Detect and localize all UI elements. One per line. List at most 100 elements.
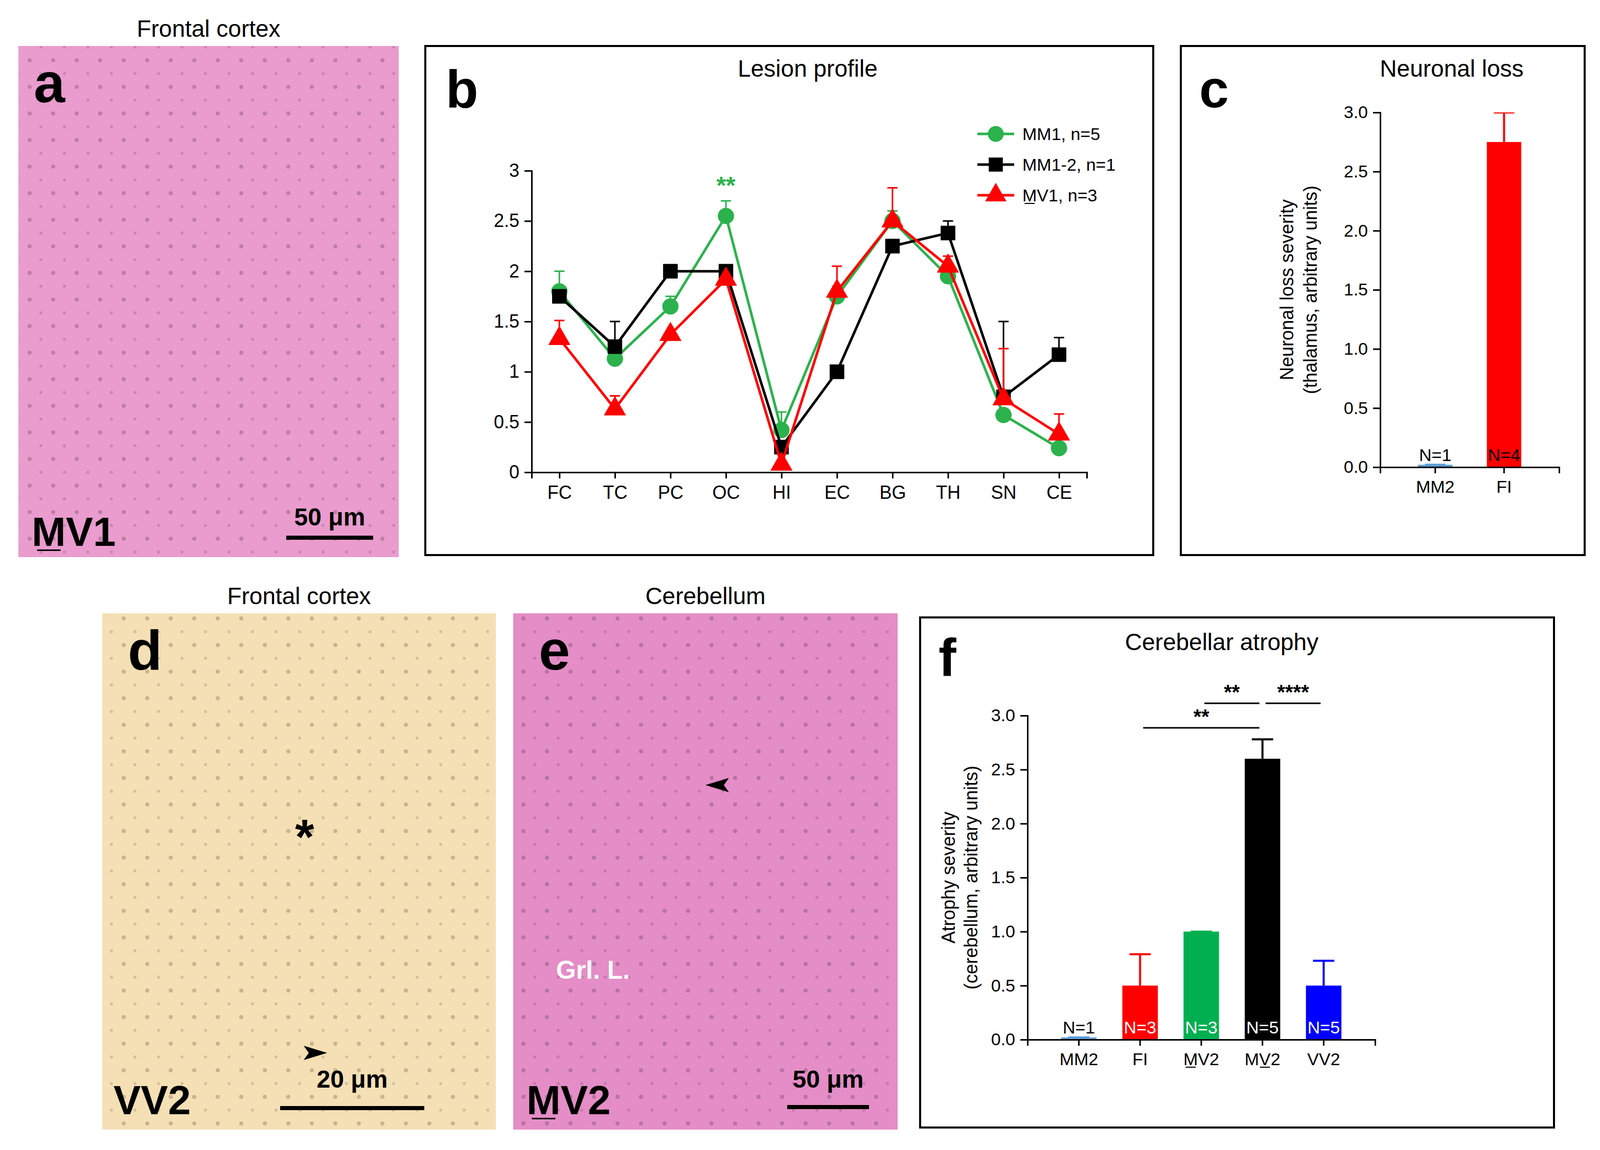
tick: PC [657,472,684,504]
photo [18,46,399,558]
tick: 2.5 [493,210,532,232]
chart-title: Cerebellar atrophy [1125,628,1319,656]
error-bar [1493,112,1515,143]
tick-label: OC [712,482,741,504]
error-cap [720,200,731,202]
tick-mark [614,472,616,479]
tick-label: FC [547,482,573,504]
panel-letter: c [1199,59,1229,119]
legend-label: MM1-2, n=1 [1022,154,1116,175]
tick: 2.0 [991,813,1028,834]
series-line [559,216,1059,449]
tick-mark [836,472,838,479]
error-bar [1425,464,1446,466]
tick-label: 3.0 [991,705,1016,725]
tick-mark [947,472,950,479]
tick-mark [781,472,783,479]
tick-mark [1020,877,1028,879]
tick: 0.5 [493,411,532,433]
tick-mark [1373,171,1381,173]
scale-bar-label: 20 μm [316,1065,388,1093]
tick: MV̲2 [1244,1039,1281,1069]
tick-mark [1373,466,1381,469]
tick: EC [824,472,851,504]
tick-mark [524,471,532,474]
error-stem [1322,961,1325,987]
tick-label: 2.5 [991,759,1016,780]
panel-letter: b [445,59,479,119]
photo [102,613,496,1130]
marker [659,322,682,341]
chart-title: Neuronal loss [1379,55,1524,82]
error-bar [1129,954,1151,986]
error-cap [1251,738,1274,741]
y-axis: 00.511.522.53 [493,160,533,483]
legend-marker [985,183,1007,202]
chart-title: Lesion profile [737,55,878,82]
tick: 3.0 [1343,102,1381,122]
error-stem [1138,954,1141,986]
tick-mark [524,170,532,172]
tick-label: 0.5 [493,411,520,433]
axis-title: (thalamus, arbitrary units) [1299,185,1321,395]
panel-title: Frontal cortex [226,582,371,610]
tick: MM2 [1415,467,1455,497]
error-bar [1068,1037,1090,1038]
series-line [559,233,1059,448]
error-cap [554,320,565,322]
tick: CE [1046,472,1072,504]
marker [1048,421,1070,441]
axis-line [532,472,1088,479]
error-cap [831,265,842,267]
axis-line [524,171,533,473]
significance: ** [1223,680,1241,704]
axis-line [1380,467,1560,474]
panel-title: Frontal cortex [136,15,281,42]
marker [552,289,567,304]
panel-letter: d [127,618,163,682]
tick-label: MM2 [1059,1049,1099,1069]
marker [937,254,959,273]
significance: ** [1193,705,1210,728]
plot-marks [1418,112,1522,468]
bar [1487,142,1522,468]
tick-mark [1020,931,1028,933]
x-axis: MM2FIM̲V2MV̲2VV2 [1027,1039,1376,1069]
tick-mark [524,220,532,222]
tick-label: 3 [509,160,520,181]
tick-label: VV2 [1307,1049,1340,1069]
tick-label: 1.5 [493,310,520,332]
image-panel: Frontal cortexaM̲V150 μm [18,15,399,558]
tick-label: 1.5 [991,867,1016,887]
count-label: N=3 [1124,1017,1157,1038]
tick-label: TH [935,482,961,504]
panel-title: Cerebellum [645,582,766,610]
tick-label: SN [991,482,1017,504]
tick-label: FI [1496,476,1512,497]
genotype-label: VV2 [113,1077,191,1124]
tick-mark [1434,467,1436,474]
tick-label: CE [1046,482,1072,504]
error-bar [1313,961,1335,987]
error-cap [1190,930,1213,933]
figure: Frontal cortexaM̲V150 μmFrontal cortexdV… [0,0,1600,1150]
tick: 2.5 [991,759,1028,780]
error-stem [1502,112,1505,143]
tick: SN [991,472,1017,504]
tick-mark [1020,715,1028,717]
tick: VV2 [1307,1039,1340,1069]
legend-item: MM1-2, n=1 [977,154,1116,175]
count-label: N=3 [1184,1017,1218,1038]
error-cap [998,321,1009,323]
annotation: * [294,809,315,864]
series [548,187,1070,471]
tick: FI [1132,1039,1148,1069]
tick-mark [670,472,672,479]
x-axis: MM2 FI [1380,467,1560,497]
bar [1244,759,1280,1040]
x-axis: FCTCPCOCHIECBGTHSNCE [532,472,1088,504]
error-cap [554,270,565,272]
tick-label: 0 [509,461,520,483]
marker [941,225,956,241]
legend-marker [987,125,1004,142]
